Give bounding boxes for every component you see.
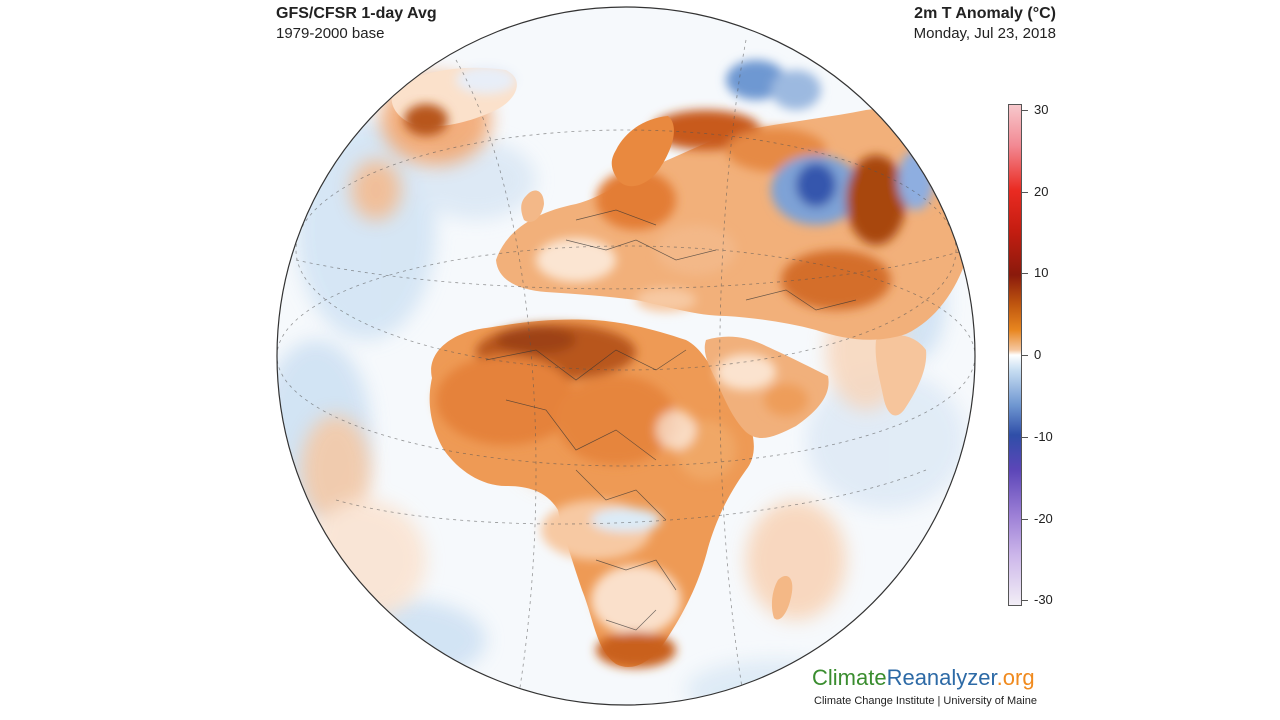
brand-part-org: .org <box>996 665 1035 690</box>
scandinavia <box>611 116 674 187</box>
colorbar-tick <box>1022 355 1028 356</box>
colorbar-tick <box>1022 273 1028 274</box>
colorbar-tick <box>1022 600 1028 601</box>
greenland-region <box>391 66 517 136</box>
map-subtitle: 1979-2000 base <box>276 25 385 42</box>
africa-landmass <box>429 319 754 668</box>
colorbar-tick <box>1022 110 1028 111</box>
colorbar-label: -20 <box>1034 511 1053 526</box>
globe-outline <box>276 6 976 706</box>
colorbar-label: 10 <box>1034 265 1049 280</box>
colorbar-tick <box>1022 519 1028 520</box>
graticule <box>277 39 975 705</box>
colorbar-tick <box>1022 437 1028 438</box>
madagascar <box>771 576 793 620</box>
variable-title: 2m T Anomaly (°C) <box>914 5 1056 22</box>
date-label: Monday, Jul 23, 2018 <box>913 25 1056 42</box>
india <box>875 335 927 416</box>
colorbar-label: 20 <box>1034 184 1049 199</box>
colorbar <box>1008 104 1022 606</box>
brand-part-reanalyzer: Reanalyzer <box>886 665 997 690</box>
colorbar-label: -30 <box>1034 592 1053 607</box>
british-isles <box>521 190 544 223</box>
header-right: 2m T Anomaly (°C) Monday, Jul 23, 2018 <box>914 4 1056 44</box>
brand-part-climate: Climate <box>812 665 887 690</box>
colorbar-label: -10 <box>1034 429 1053 444</box>
globe-map <box>276 0 976 712</box>
colorbar-label: 0 <box>1034 347 1042 362</box>
brand-tagline: Climate Change Institute | University of… <box>814 695 1037 707</box>
colorbar-tick <box>1022 192 1028 193</box>
arabia-landmass <box>704 336 829 439</box>
map-title: GFS/CFSR 1-day Avg <box>276 5 437 22</box>
brand-logo[interactable]: ClimateReanalyzer.org <box>812 665 1035 691</box>
header-left: GFS/CFSR 1-day Avg 1979-2000 base <box>276 4 437 44</box>
country-borders <box>485 209 857 631</box>
colorbar-label: 30 <box>1034 102 1049 117</box>
eurasia-landmass <box>496 60 972 340</box>
